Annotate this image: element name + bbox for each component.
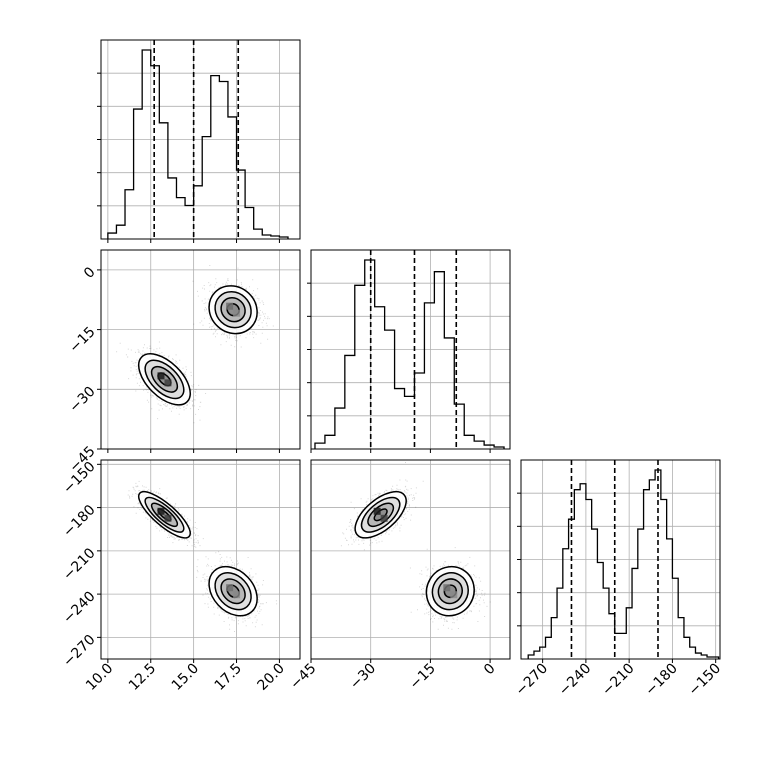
x-tick-label: −15 — [407, 661, 439, 693]
panel-frame-2-0 — [100, 459, 301, 660]
density-core — [443, 584, 451, 592]
x-tick-label: 15.0 — [169, 661, 202, 694]
density-core — [226, 302, 234, 310]
x-tick-label: −240 — [556, 661, 595, 700]
y-tick-label: 0 — [81, 264, 99, 282]
density-core — [157, 507, 165, 515]
x-tick-label: 17.5 — [212, 661, 245, 694]
y-tick-label: −240 — [60, 588, 99, 627]
density-core — [157, 372, 165, 380]
y-tick-label: −270 — [60, 632, 99, 671]
density-core — [164, 379, 172, 387]
density-core — [233, 591, 241, 599]
content-layer — [107, 40, 720, 659]
density-core — [373, 507, 381, 515]
density-core — [164, 514, 172, 522]
histogram-step-2 — [527, 469, 720, 659]
x-tick-label: −180 — [642, 661, 681, 700]
density-core — [380, 514, 388, 522]
y-tick-label: −30 — [66, 384, 98, 416]
density-core — [450, 591, 458, 599]
x-tick-label: −270 — [513, 661, 552, 700]
histogram-frame-2 — [520, 459, 721, 660]
y-tick-label: −15 — [66, 324, 98, 356]
panel-frame-2-1 — [310, 459, 511, 660]
histogram-frame-1 — [310, 249, 511, 450]
x-tick-label: 12.5 — [126, 661, 159, 694]
histogram-step-0 — [107, 49, 289, 239]
histogram-step-1 — [314, 259, 505, 449]
x-tick-label: −150 — [686, 661, 725, 700]
x-tick-label: −210 — [599, 661, 638, 700]
y-tick-label: −180 — [60, 502, 99, 541]
scatter-points — [116, 265, 274, 424]
density-core — [226, 584, 234, 592]
x-tick-label: −45 — [287, 661, 319, 693]
x-tick-label: −30 — [347, 661, 379, 693]
x-tick-label: 20.0 — [255, 661, 288, 694]
x-tick-label: 10.0 — [83, 661, 116, 694]
density-core — [233, 309, 241, 317]
panel-2-0 — [127, 480, 278, 632]
panel-frame-1-0 — [100, 249, 301, 450]
y-tick-label: −210 — [60, 545, 99, 584]
panel-2-1 — [340, 462, 491, 630]
panel-1-0 — [116, 265, 274, 424]
histogram-frame-0 — [100, 39, 301, 240]
x-tick-label: 0 — [481, 661, 499, 679]
